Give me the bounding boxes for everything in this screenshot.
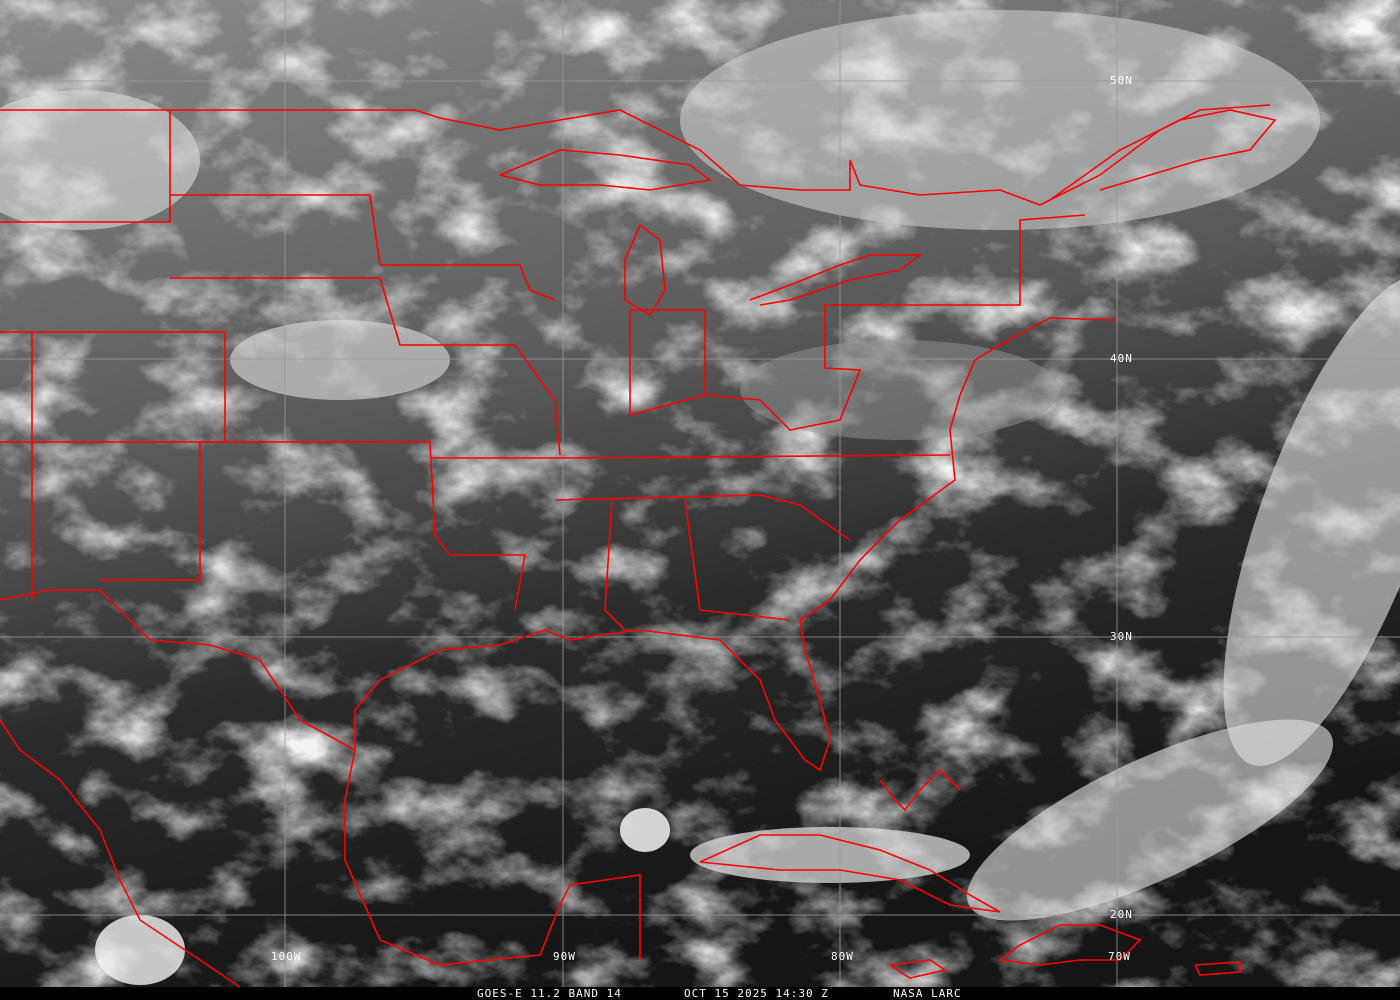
state-line-3 — [170, 277, 561, 456]
timestamp-label: OCT 15 2025 14:30 Z — [684, 987, 829, 1000]
lat-label-30n: 30N — [1110, 630, 1133, 643]
bahamas — [879, 768, 961, 812]
lat-label-50n: 50N — [1110, 74, 1133, 87]
state-line-7 — [225, 441, 526, 611]
puerto-rico — [1194, 961, 1241, 976]
state-line-13 — [704, 214, 1086, 431]
state-line-11 — [684, 499, 791, 621]
lon-label-70w: 70W — [1108, 950, 1131, 963]
satellite-band-label: GOES-E 11.2 BAND 14 — [477, 987, 622, 1000]
gulf-st-lawrence — [1049, 109, 1277, 201]
state-line-4 — [0, 331, 226, 443]
state-line-6 — [100, 442, 201, 581]
image-caption-bar: GOES-E 11.2 BAND 14 OCT 15 2025 14:30 Z … — [0, 987, 1400, 1000]
credit-label: NASA LARC — [893, 987, 962, 1000]
state-line-9 — [554, 494, 851, 541]
lon-label-100w: 100W — [271, 950, 302, 963]
state-line-8 — [430, 454, 951, 459]
lake-superior — [499, 149, 712, 191]
mexico-border — [0, 589, 356, 751]
state-line-1 — [0, 110, 171, 223]
hispaniola — [997, 924, 1142, 966]
jamaica — [889, 959, 947, 979]
lon-label-90w: 90W — [553, 950, 576, 963]
political-borders — [0, 104, 1277, 987]
lake-michigan — [624, 224, 666, 317]
lat-label-40n: 40N — [1110, 352, 1133, 365]
mexico-pacific-coast — [0, 719, 241, 987]
lon-label-80w: 80W — [831, 950, 854, 963]
lat-label-20n: 20N — [1110, 908, 1133, 921]
state-line-2 — [170, 194, 556, 301]
lake-erie-ontario — [749, 254, 923, 306]
cuba — [699, 834, 1001, 913]
east-coast — [344, 317, 1116, 966]
state-line-10 — [604, 499, 626, 631]
us-canada-border — [0, 104, 1271, 206]
